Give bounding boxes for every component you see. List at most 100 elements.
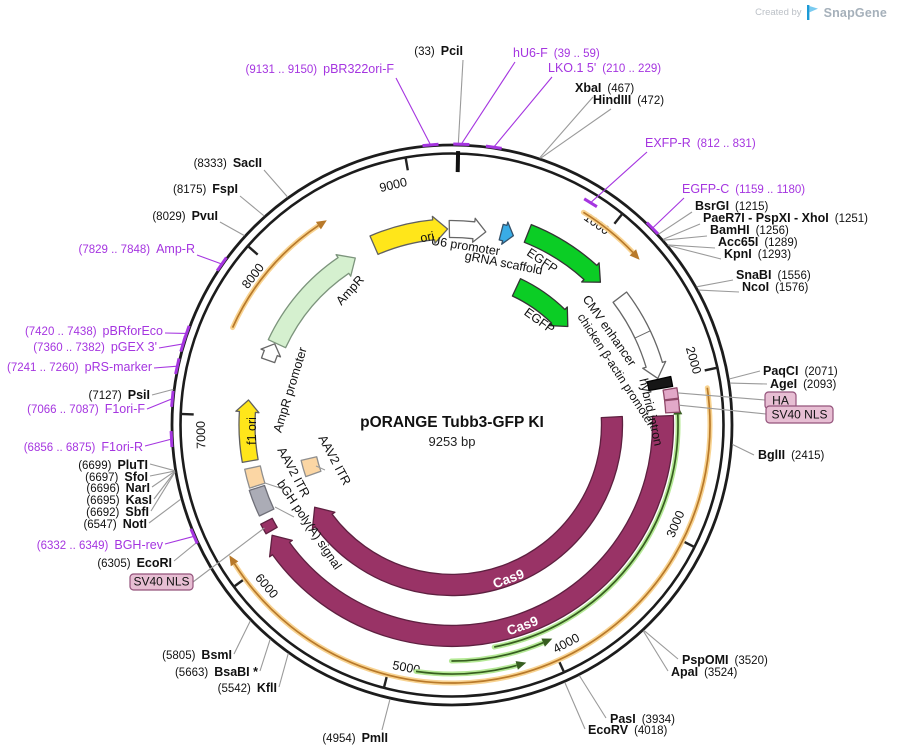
enzyme-label-PvuI[interactable]: (8029) PvuI — [152, 209, 218, 223]
enzyme-label-SbfI[interactable]: (6692) SbfI — [86, 505, 149, 519]
enzyme-label-ApaI[interactable]: ApaI (3524) — [671, 665, 738, 679]
snapgene-logo-icon — [806, 5, 818, 20]
plasmid-title-block: pORANGE Tubb3-GFP KI 9253 bp — [360, 414, 544, 449]
enzyme-label-KflI[interactable]: (5542) KflI — [218, 681, 277, 695]
aav2-itr-a-pointer — [264, 482, 284, 490]
enzyme-label-PmlI[interactable]: (4954) PmlI — [322, 731, 388, 745]
feature-ampr-promoter[interactable] — [260, 343, 282, 364]
tag-label-SV40 NLS: SV40 NLS — [133, 575, 189, 589]
leader-ApaI — [642, 630, 669, 672]
tag-box-SV40 NLS[interactable] — [129, 573, 194, 591]
plasmid-ring-inner — [179, 152, 725, 698]
leader-KflI — [278, 653, 289, 688]
feature-grna-scaffold[interactable] — [498, 221, 515, 245]
primer-label-LKO.1 5'[interactable]: LKO.1 5' (210 .. 229) — [548, 61, 661, 75]
enzyme-label-PluTI[interactable]: (6699) PluTI — [78, 458, 148, 472]
feature-ha-tag[interactable] — [662, 387, 680, 401]
primer-mark-BGH-rev — [189, 528, 199, 545]
leader-PspOMI — [643, 629, 679, 660]
enzyme-label-BsmI[interactable]: (5805) BsmI — [162, 648, 232, 662]
enzyme-label-PsiI[interactable]: (7127) PsiI — [89, 388, 151, 402]
feature-egfp-1[interactable] — [523, 223, 602, 283]
enzyme-label-PasI[interactable]: PasI (3934) — [610, 712, 675, 726]
feature-sv40-nls-a[interactable] — [663, 398, 681, 414]
leader-PciI — [457, 59, 464, 145]
map-label-ori[interactable]: ori — [419, 229, 435, 245]
leader-BglII — [732, 443, 755, 456]
enzyme-label-AgeI[interactable]: AgeI (2093) — [770, 377, 837, 391]
scale-tick-2000 — [704, 366, 719, 372]
enzyme-label-SfoI[interactable]: (6697) SfoI — [85, 470, 148, 484]
enzyme-label-BamHI[interactable]: BamHI (1256) — [710, 223, 789, 237]
leader-KasI — [153, 471, 176, 500]
enzyme-label-XbaI[interactable]: XbaI (467) — [575, 81, 634, 95]
feature-ampr[interactable] — [267, 254, 356, 349]
leader-KpnI — [668, 244, 722, 260]
feature-aav2-itr-a[interactable] — [244, 465, 266, 489]
primer-label-EXFP-R[interactable]: EXFP-R (812 .. 831) — [645, 136, 756, 150]
enzyme-label-SacII[interactable]: (8333) SacII — [194, 156, 262, 170]
enzyme-label-BsrGI[interactable]: BsrGI (1215) — [695, 199, 768, 213]
feature-cag-promoter[interactable] — [612, 291, 667, 380]
leader-SnaBI — [696, 279, 734, 288]
primer-label-pGEX 3'[interactable]: (7360 .. 7382) pGEX 3' — [33, 340, 157, 354]
feature-ori[interactable] — [369, 215, 449, 256]
primer-label-pBR322ori-F[interactable]: (9131 .. 9150) pBR322ori-F — [246, 62, 395, 76]
enzyme-label-EcoRI[interactable]: (6305) EcoRI — [97, 556, 172, 570]
enzyme-label-EcoRV[interactable]: EcoRV (4018) — [588, 723, 667, 737]
feature-sv40-nls-b[interactable] — [260, 517, 278, 535]
feature-cas9-b[interactable] — [311, 415, 624, 597]
arc-orange-cas9-arrowhead — [229, 555, 239, 567]
tag-box-SV40 NLS[interactable] — [765, 405, 834, 424]
map-label-f1-ori[interactable]: f1 ori — [245, 417, 259, 445]
feature-egfp-2[interactable] — [511, 278, 569, 328]
enzyme-label-SnaBI[interactable]: SnaBI (1556) — [736, 268, 811, 282]
feature-hybrid-intron[interactable] — [646, 375, 674, 392]
primer-mark-pRS-marker — [174, 358, 181, 375]
primer-label-F1ori-R[interactable]: (6856 .. 6875) F1ori-R — [24, 440, 143, 454]
enzyme-label-Acc65I[interactable]: Acc65I (1289) — [718, 235, 798, 249]
enzyme-label-FspI[interactable]: (8175) FspI — [173, 182, 238, 196]
feature-aav2-itr-b[interactable] — [300, 456, 322, 478]
enzyme-label-PciI[interactable]: (33) PciI — [414, 44, 463, 58]
enzyme-label-KpnI[interactable]: KpnI (1293) — [724, 247, 791, 261]
feature-f1-ori[interactable] — [235, 399, 260, 464]
snapgene-brand-text: SnapGene — [823, 5, 887, 20]
feature-cas9-a[interactable] — [268, 414, 675, 648]
primer-mark-Amp-R — [215, 256, 228, 272]
feature-bgh-polya[interactable] — [248, 484, 275, 517]
plasmid-size: 9253 bp — [428, 434, 476, 449]
primer-label-pBRforEco[interactable]: (7420 .. 7438) pBRforEco — [25, 324, 163, 338]
enzyme-label-BsaBI *[interactable]: (5663) BsaBI * — [175, 665, 258, 679]
scale-tick-4000 — [557, 660, 566, 674]
leader-EGFP-C — [652, 197, 685, 229]
leader-tag-HA — [677, 392, 766, 401]
enzyme-label-BglII[interactable]: BglII (2415) — [758, 448, 825, 462]
primer-label-pRS-marker[interactable]: (7241 .. 7260) pRS-marker — [7, 360, 152, 374]
scale-label-7000: 7000 — [194, 421, 209, 449]
enzyme-label-NcoI[interactable]: NcoI (1576) — [742, 280, 809, 294]
primer-label-BGH-rev[interactable]: (6332 .. 6349) BGH-rev — [37, 538, 164, 552]
primer-label-EGFP-C[interactable]: EGFP-C (1159 .. 1180) — [682, 182, 805, 196]
leader-LKO.1 5' — [493, 76, 553, 148]
enzyme-label-PaeR7I - PspXI - XhoI[interactable]: PaeR7I - PspXI - XhoI (1251) — [703, 211, 868, 225]
leader-pBR322ori-F — [395, 77, 431, 146]
leader-EcoRI — [173, 541, 198, 562]
leader-F1ori-R — [144, 438, 172, 447]
primer-label-Amp-R[interactable]: (7829 .. 7848) Amp-R — [78, 242, 195, 256]
enzyme-label-HindIII[interactable]: HindIII (472) — [593, 93, 664, 107]
enzyme-label-NarI[interactable]: (6696) NarI — [86, 481, 150, 495]
arc-orange-ampr — [231, 224, 319, 328]
enzyme-label-PspOMI[interactable]: PspOMI (3520) — [682, 653, 768, 667]
map-label-aav2-itr[interactable]: AAV2 ITR — [316, 433, 354, 488]
enzyme-label-PaqCI[interactable]: PaqCI (2071) — [763, 364, 838, 378]
enzyme-label-KasI[interactable]: (6695) KasI — [86, 493, 152, 507]
primer-label-F1ori-F[interactable]: (7066 .. 7087) F1ori-F — [27, 402, 145, 416]
primer-mark-pBRforEco — [182, 325, 191, 342]
enzyme-label-NotI[interactable]: (6547) NotI — [83, 517, 147, 531]
arc-green-b-arrowhead — [515, 661, 527, 670]
primer-label-hU6-F[interactable]: hU6-F (39 .. 59) — [513, 46, 600, 60]
feature-u6-promoter[interactable] — [448, 217, 487, 243]
arc-green-a-arrowhead — [541, 638, 553, 647]
